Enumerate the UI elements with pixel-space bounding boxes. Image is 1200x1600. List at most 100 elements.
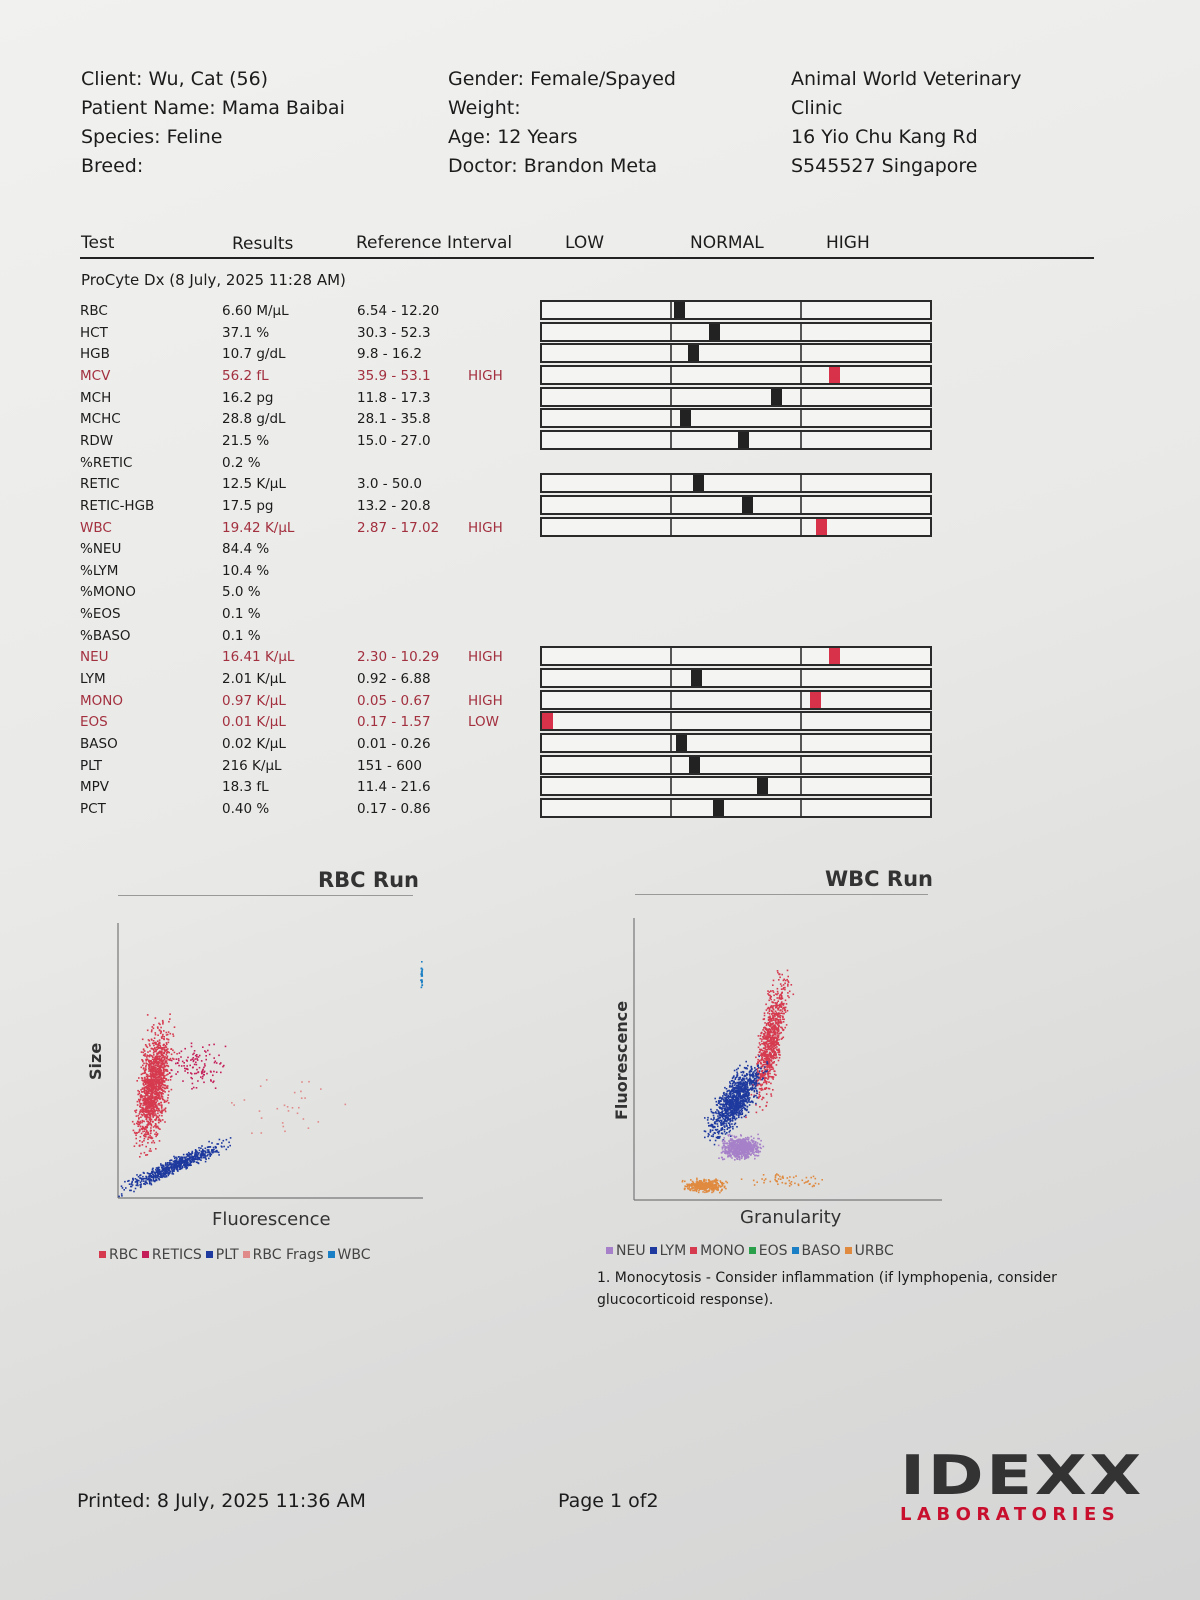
table-row: RETIC 12.5 K/µL 3.0 - 50.0 (0, 473, 1200, 495)
test-name: NEU (80, 649, 109, 666)
legend-swatch-icon (606, 1247, 613, 1254)
rbc-ylabel: Size (86, 1042, 105, 1080)
reference-interval: 0.01 - 0.26 (357, 736, 431, 752)
range-divider (799, 713, 802, 730)
range-bar (540, 494, 932, 515)
flag: HIGH (468, 649, 503, 666)
result-value: 216 K/µL (222, 757, 282, 774)
result-value: 21.5 % (222, 432, 270, 449)
table-row: WBC 19.42 K/µL 2.87 - 17.02 HIGH (0, 516, 1200, 539)
range-divider (670, 799, 673, 816)
test-name: %BASO (80, 627, 131, 644)
wbc-run-title: WBC Run (825, 867, 933, 891)
range-divider (670, 475, 673, 492)
result-value: 28.8 g/dL (222, 411, 286, 428)
col-results: Results (232, 234, 294, 254)
reference-interval: 6.54 - 12.20 (357, 303, 440, 319)
range-divider (670, 431, 673, 448)
legend-swatch-icon (649, 1247, 657, 1254)
legend-item: RBC Frags (239, 1247, 324, 1263)
table-row: RDW 21.5 % 15.0 - 27.0 (0, 429, 1200, 452)
legend-swatch-icon (748, 1247, 756, 1254)
result-marker (829, 366, 841, 383)
col-low: LOW (565, 233, 605, 253)
flag: LOW (468, 714, 500, 731)
table-row: BASO 0.02 K/µL 0.01 - 0.26 (0, 733, 1200, 755)
table-row: %EOS 0.1 % (0, 603, 1200, 625)
range-divider (670, 323, 673, 340)
test-name: PCT (80, 800, 106, 817)
result-value: 10.7 g/dL (222, 346, 286, 363)
range-divider (799, 475, 802, 492)
reference-interval: 35.9 - 53.1 (357, 367, 431, 384)
range-divider (670, 518, 673, 535)
rbc-xlabel: Fluorescence (212, 1209, 331, 1230)
legend-label: BASO (801, 1243, 841, 1259)
range-bar (540, 386, 932, 407)
range-bar (540, 689, 932, 710)
species: Species: Feline (81, 126, 223, 148)
range-divider (670, 388, 673, 405)
result-marker (673, 302, 685, 318)
range-divider (799, 670, 802, 687)
table-row: LYM 2.01 K/µL 0.92 - 6.88 (0, 668, 1200, 690)
patient-details: Gender: Female/Spayed Weight: Age: 12 Ye… (448, 65, 676, 181)
neu-cluster (717, 1133, 765, 1161)
range-bar (540, 668, 932, 689)
table-row: EOS 0.01 K/µL 0.17 - 1.57 LOW (0, 711, 1200, 733)
result-value: 84.4 % (222, 541, 270, 558)
range-divider (670, 713, 673, 730)
range-divider (670, 756, 673, 773)
table-row: %NEU 84.4 % (0, 538, 1200, 560)
wbc-legend: NEU LYM MONO EOS BASO URBC (602, 1243, 894, 1259)
clinic-address: 16 Yio Chu Kang Rd (791, 126, 978, 148)
rbc-cluster (131, 1013, 178, 1158)
result-value: 0.02 K/µL (222, 736, 286, 752)
result-value: 0.2 % (222, 454, 261, 471)
printed-date: Printed: 8 July, 2025 11:36 AM (77, 1490, 366, 1512)
range-divider (670, 366, 673, 383)
reference-interval: 11.4 - 21.6 (357, 779, 431, 796)
result-value: 19.42 K/µL (222, 519, 295, 536)
test-name: MONO (80, 692, 123, 709)
legend-swatch-icon (141, 1251, 149, 1258)
range-divider (799, 799, 802, 816)
table-row: PCT 0.40 % 0.17 - 0.86 (0, 797, 1200, 820)
wbc-ylabel: Fluorescence (612, 1000, 631, 1120)
range-divider (799, 648, 802, 665)
result-value: 17.5 pg (222, 497, 274, 514)
legend-label: PLT (215, 1247, 239, 1263)
test-name: HCT (80, 324, 108, 341)
mono-cluster (745, 969, 795, 1119)
legend-label: RBC Frags (252, 1247, 324, 1263)
result-value: 0.40 % (222, 800, 270, 817)
legend-item: LYM (646, 1243, 686, 1259)
range-bar (540, 776, 932, 797)
table-row: HGB 10.7 g/dL 9.8 - 16.2 (0, 343, 1200, 365)
client: Client: Wu, Cat (56) (81, 68, 269, 90)
lym-cluster (703, 1055, 769, 1146)
table-row: %BASO 0.1 % (0, 625, 1200, 647)
flag: HIGH (468, 519, 503, 536)
legend-swatch-icon (99, 1251, 106, 1258)
comment: 1. Monocytosis - Consider inflammation (… (597, 1270, 1057, 1308)
range-bar (540, 300, 932, 320)
result-marker (712, 799, 724, 816)
result-value: 0.1 % (222, 606, 261, 623)
result-value: 18.3 fL (222, 779, 269, 796)
result-marker (815, 518, 827, 535)
range-divider (799, 302, 802, 318)
result-marker (542, 713, 553, 730)
range-divider (799, 410, 802, 427)
range-divider (670, 345, 673, 362)
legend-label: NEU (616, 1243, 646, 1259)
reference-interval: 2.87 - 17.02 (357, 519, 440, 536)
range-bar (540, 321, 932, 342)
flag: HIGH (468, 692, 503, 709)
range-divider (670, 410, 673, 427)
test-name: %MONO (80, 584, 136, 601)
test-name: %RETIC (80, 454, 133, 471)
legend-item: MONO (686, 1243, 745, 1259)
table-row: MCH 16.2 pg 11.8 - 17.3 (0, 386, 1200, 409)
test-name: HGB (80, 346, 110, 363)
